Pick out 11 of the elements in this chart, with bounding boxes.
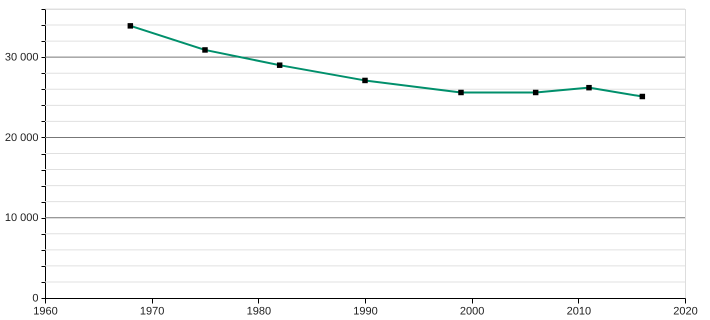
x-tick-label: 1980 — [246, 306, 272, 318]
x-tick-label: 1990 — [353, 306, 378, 318]
x-tick-label: 2010 — [566, 306, 592, 318]
y-tick-label: 0 — [32, 292, 38, 304]
x-tick-label: 2020 — [673, 306, 698, 318]
y-tick-label: 10 000 — [4, 212, 38, 224]
y-tick-label: 30 000 — [4, 52, 38, 64]
x-tick-label: 1970 — [140, 306, 164, 318]
x-tick-label: 2000 — [460, 306, 484, 318]
x-tick-label: 1960 — [33, 306, 58, 318]
y-tick-label: 20 000 — [4, 132, 38, 144]
